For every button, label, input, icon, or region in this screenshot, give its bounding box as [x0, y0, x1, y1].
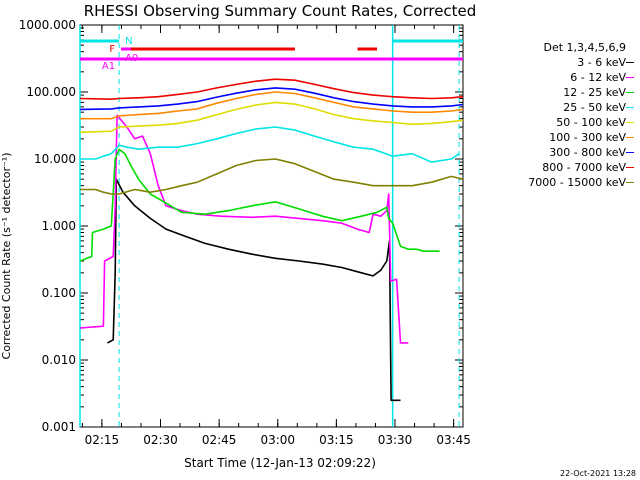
x-tick-label: 02:45: [202, 433, 237, 447]
legend-swatch: [626, 137, 634, 138]
series-line-3: [79, 148, 440, 262]
x-tick-label: 03:45: [436, 433, 471, 447]
plot-area: 1000.000 100.000 10.000 1.000 0.100 0.010 0.00…: [19, 18, 471, 447]
y-axis-label: Corrected Count Rate (s⁻¹ detector⁻¹): [0, 153, 13, 360]
x-tick-label: 03:00: [260, 433, 295, 447]
legend-item: 25 - 50 keV: [482, 100, 634, 115]
series-line-7: [79, 87, 464, 111]
legend-item: 12 - 25 keV: [482, 85, 634, 100]
flag-label-a1: A1: [102, 61, 115, 72]
legend: Det 1,3,4,5,6,9 3 - 6 keV 6 - 12 keV 12 - …: [482, 40, 634, 190]
legend-item: 300 - 800 keV: [482, 145, 634, 160]
generation-timestamp: 22-Oct-2021 13:28: [560, 469, 636, 478]
legend-swatch: [626, 122, 634, 123]
series-line-2: [79, 114, 409, 344]
flag-label-n: N: [125, 36, 132, 47]
y-tick-label: 1000.000: [19, 18, 76, 32]
legend-item: 3 - 6 keV: [482, 55, 634, 70]
series-line-8: [79, 78, 464, 100]
legend-item-label: 50 - 100 keV: [556, 116, 626, 129]
legend-item-label: 12 - 25 keV: [563, 86, 626, 99]
y-tick-label: 10.000: [34, 152, 76, 166]
series-line-1: [107, 178, 401, 402]
legend-item-label: 800 - 7000 keV: [542, 161, 626, 174]
legend-item-label: 3 - 6 keV: [577, 56, 626, 69]
legend-item-label: 6 - 12 keV: [570, 71, 626, 84]
x-tick-label: 03:15: [319, 433, 354, 447]
legend-item: 800 - 7000 keV: [482, 160, 634, 175]
chart-title: RHESSI Observing Summary Count Rates, Co…: [84, 2, 477, 20]
x-tick-label: 02:30: [143, 433, 178, 447]
x-axis-label: Start Time (12-Jan-13 02:09:22): [184, 456, 376, 470]
legend-item-label: 7000 - 15000 keV: [528, 176, 626, 189]
legend-swatch: [626, 152, 634, 153]
legend-swatch: [626, 62, 634, 63]
legend-item-label: 300 - 800 keV: [549, 146, 626, 159]
legend-item-label: 25 - 50 keV: [563, 101, 626, 114]
legend-item-label: 100 - 300 keV: [549, 131, 626, 144]
series-line-4: [80, 126, 460, 163]
series-line-5: [79, 101, 464, 134]
series-line-6: [80, 91, 464, 120]
y-tick-label: 0.010: [42, 353, 76, 367]
plot-frame: [79, 24, 464, 428]
legend-item: 50 - 100 keV: [482, 115, 634, 130]
legend-swatch: [626, 92, 634, 93]
legend-item: 7000 - 15000 keV: [482, 175, 634, 190]
flag-label-a0: A0: [125, 53, 138, 64]
x-tick-label: 02:15: [85, 433, 120, 447]
x-tick-label: 03:30: [378, 433, 413, 447]
y-tick-label: 100.000: [26, 85, 76, 99]
y-tick-label: 0.001: [42, 420, 76, 434]
legend-item: 100 - 300 keV: [482, 130, 634, 145]
y-tick-label: 0.100: [42, 286, 76, 300]
legend-item: 6 - 12 keV: [482, 70, 634, 85]
y-tick-label: 1.000: [42, 219, 76, 233]
legend-swatch: [626, 167, 634, 168]
legend-swatch: [626, 77, 634, 78]
legend-swatch: [626, 107, 634, 108]
flag-label-f: F: [109, 44, 115, 55]
legend-rows: 3 - 6 keV 6 - 12 keV 12 - 25 keV 25 - 50 ke…: [482, 55, 634, 190]
legend-title: Det 1,3,4,5,6,9: [543, 41, 626, 54]
series-line-9: [80, 158, 464, 195]
legend-swatch: [626, 182, 634, 183]
